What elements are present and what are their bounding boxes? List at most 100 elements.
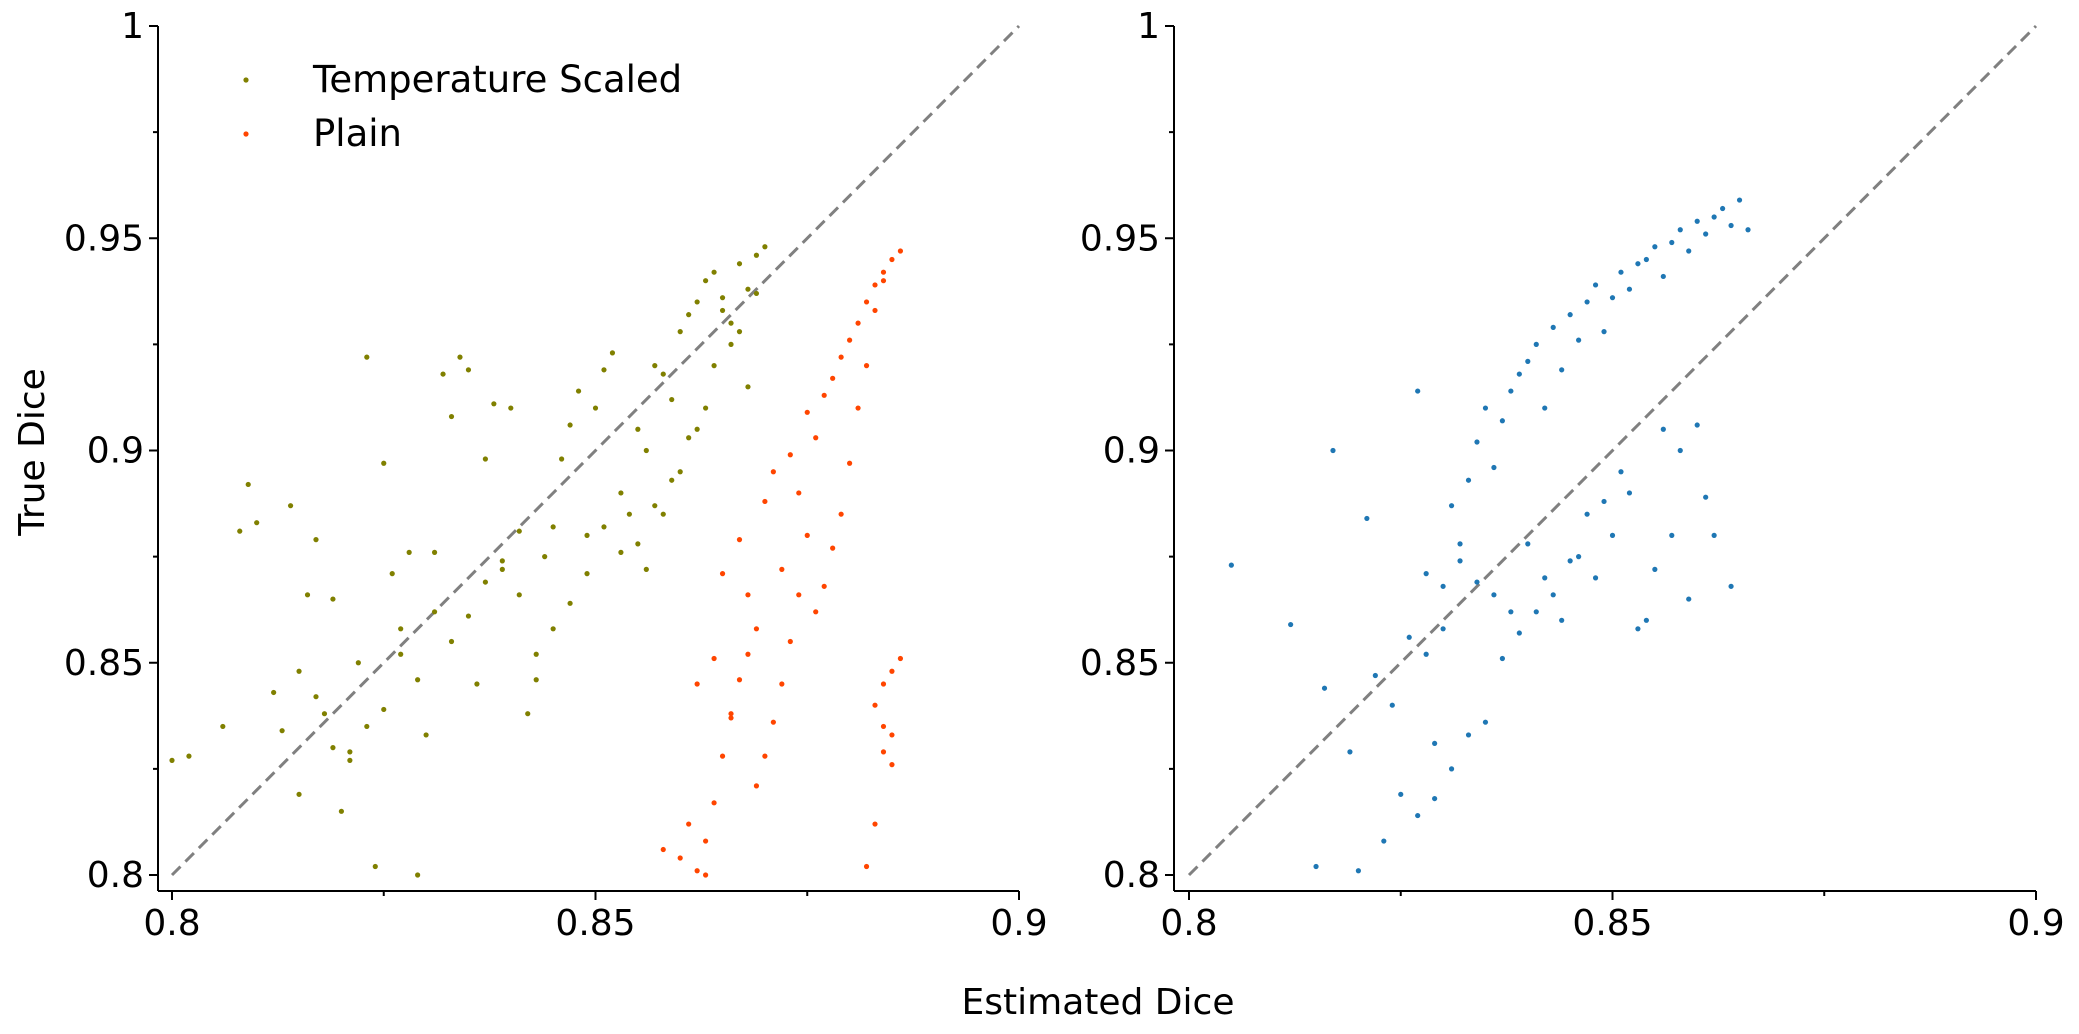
data-point	[1559, 367, 1565, 373]
data-point	[660, 846, 666, 853]
data-point	[736, 677, 743, 683]
data-point	[635, 426, 641, 432]
data-point	[389, 571, 395, 577]
left-scatter-panel: 0.8 0.85 0.9 0.95 1 0.8 0.85 0.9	[64, 6, 1048, 944]
data-point	[364, 723, 370, 730]
data-point	[1686, 248, 1692, 254]
data-point	[415, 872, 421, 878]
x-tick-label: 0.8	[1160, 903, 1217, 944]
data-point	[1677, 447, 1683, 454]
data-point	[1652, 566, 1658, 572]
series-1-points	[660, 248, 904, 878]
data-point	[499, 566, 505, 572]
data-point	[347, 749, 353, 755]
data-point	[1567, 312, 1573, 318]
data-point	[542, 554, 548, 560]
data-point	[1542, 575, 1548, 581]
data-point	[719, 295, 726, 301]
data-point	[1355, 868, 1361, 874]
data-point	[880, 269, 887, 275]
data-point	[863, 299, 870, 305]
data-point	[1372, 672, 1378, 679]
data-point	[609, 350, 616, 356]
data-point	[880, 681, 887, 687]
data-point	[1618, 469, 1624, 475]
data-point	[287, 503, 294, 509]
data-point	[1618, 269, 1624, 275]
data-point	[448, 638, 455, 645]
data-point	[652, 363, 658, 369]
data-point	[313, 537, 319, 543]
data-point	[626, 511, 632, 517]
data-point	[1635, 626, 1641, 632]
data-point	[753, 290, 760, 297]
data-point	[1745, 227, 1751, 233]
data-point	[423, 732, 429, 738]
data-point	[406, 549, 412, 555]
data-point	[1567, 558, 1573, 564]
data-point	[372, 863, 378, 870]
data-point	[779, 566, 785, 572]
data-point	[1321, 685, 1328, 691]
data-point	[703, 872, 709, 878]
legend-label-temperature-scaled: Temperature Scaled	[312, 58, 682, 101]
data-point	[804, 532, 810, 539]
data-point	[237, 528, 243, 534]
y-tick-label: 0.85	[1080, 643, 1160, 684]
data-point	[728, 715, 734, 721]
data-point	[1491, 592, 1497, 598]
data-point	[584, 532, 590, 539]
legend-marker-temperature-scaled	[243, 77, 249, 83]
data-point	[796, 592, 802, 598]
data-point	[1389, 702, 1395, 708]
identity-reference-line	[170, 24, 1021, 877]
data-point	[533, 651, 539, 657]
data-point	[1550, 324, 1556, 330]
data-point	[1669, 239, 1675, 246]
data-point	[1703, 494, 1709, 500]
data-point	[1516, 371, 1522, 377]
data-point	[1669, 532, 1675, 539]
data-point	[745, 384, 751, 390]
data-point	[703, 838, 709, 844]
data-point	[448, 413, 455, 420]
data-point	[271, 689, 277, 696]
data-point	[830, 375, 836, 381]
data-point	[711, 800, 717, 806]
data-point	[660, 371, 666, 377]
data-point	[889, 732, 895, 738]
data-point	[1584, 511, 1590, 517]
series-0-points	[1228, 197, 1751, 874]
data-point	[728, 320, 734, 326]
data-point	[889, 668, 895, 674]
data-point	[1508, 388, 1514, 394]
data-point	[1694, 422, 1700, 428]
data-point	[1499, 418, 1505, 424]
data-point	[296, 668, 302, 674]
data-point	[1711, 532, 1717, 539]
data-point	[1609, 295, 1616, 301]
data-point	[516, 592, 522, 598]
x-tick-label: 0.8	[143, 903, 200, 944]
data-point	[1677, 227, 1683, 233]
data-point	[1432, 740, 1438, 747]
data-point	[711, 655, 717, 662]
data-point	[762, 753, 768, 759]
data-point	[1626, 490, 1633, 496]
data-point	[762, 498, 768, 505]
data-point	[762, 244, 768, 250]
data-point	[1635, 261, 1641, 267]
series-0-points	[169, 244, 768, 878]
data-point	[1525, 358, 1531, 364]
data-point	[1652, 244, 1658, 250]
data-point	[1474, 439, 1480, 445]
data-point	[381, 460, 387, 466]
data-point	[821, 583, 827, 589]
data-point	[787, 452, 793, 458]
data-point	[728, 341, 734, 347]
x-tick-label: 0.9	[2007, 903, 2064, 944]
data-point	[694, 868, 700, 874]
data-point	[745, 592, 751, 598]
data-point	[338, 808, 344, 814]
data-point	[1465, 477, 1472, 483]
